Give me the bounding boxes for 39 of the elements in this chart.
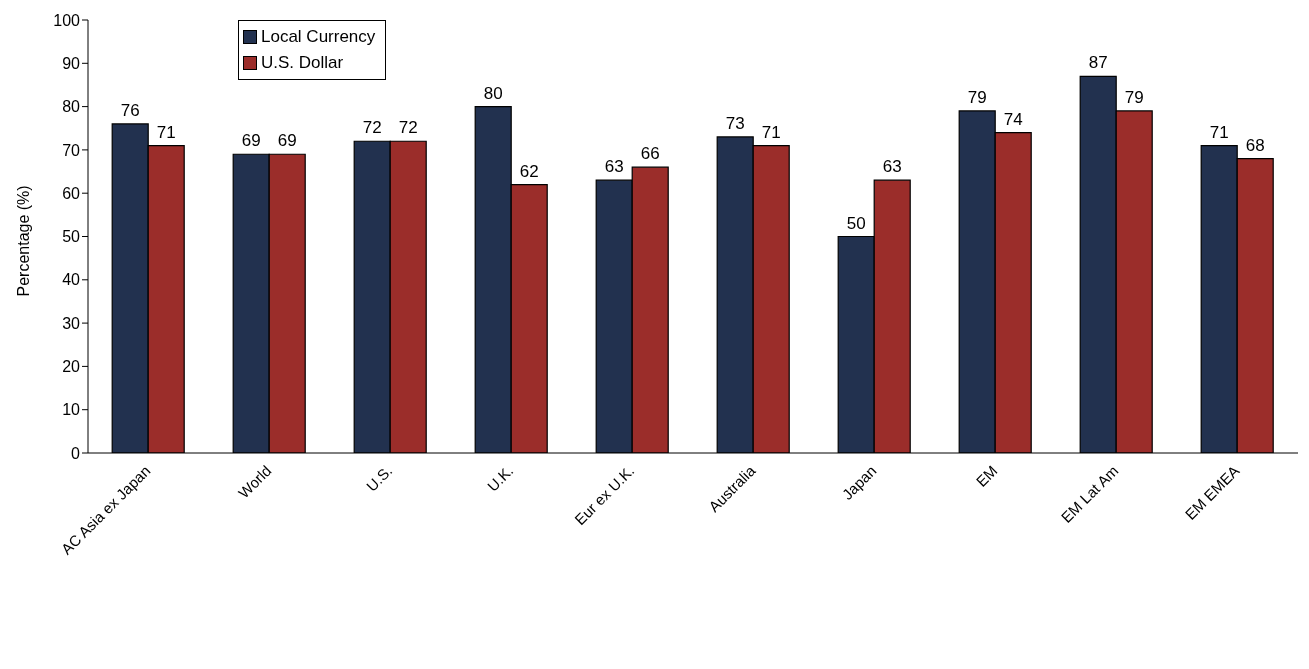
data-label: 63 xyxy=(604,157,624,177)
data-label: 79 xyxy=(967,87,987,107)
y-tick-label: 50 xyxy=(62,228,81,246)
data-label: 69 xyxy=(277,131,297,151)
data-label: 73 xyxy=(725,113,745,133)
y-tick-label: 90 xyxy=(62,54,81,72)
y-tick-label: 100 xyxy=(53,11,81,29)
x-tick-label: EM Lat Am xyxy=(1057,461,1122,526)
y-tick-label: 60 xyxy=(62,184,81,202)
y-axis-title: Percentage (%) xyxy=(14,185,32,297)
data-label: 68 xyxy=(1245,135,1265,155)
legend-label: Local Currency xyxy=(261,26,376,48)
data-label: 87 xyxy=(1088,53,1108,73)
data-label: 71 xyxy=(761,122,781,142)
data-label: 79 xyxy=(1124,87,1144,107)
data-label: 71 xyxy=(1209,122,1229,142)
data-label: 62 xyxy=(519,161,539,181)
x-tick-label: U.K. xyxy=(483,461,517,495)
y-tick-label: 10 xyxy=(62,401,81,419)
y-tick-label: 40 xyxy=(62,271,81,289)
y-tick-label: 0 xyxy=(71,444,81,462)
data-label: 76 xyxy=(120,100,140,120)
data-label: 80 xyxy=(483,83,503,103)
data-label: 71 xyxy=(156,122,176,142)
y-tick-label: 20 xyxy=(62,358,81,376)
data-label: 50 xyxy=(846,213,866,233)
data-label: 72 xyxy=(398,118,418,138)
data-label: 69 xyxy=(241,131,261,151)
data-label: 66 xyxy=(640,144,660,164)
y-tick-label: 70 xyxy=(62,141,81,159)
data-label: 72 xyxy=(362,118,382,138)
x-tick-label: EM xyxy=(972,461,1001,490)
data-label: 63 xyxy=(882,157,902,177)
y-tick-label: 80 xyxy=(62,98,81,116)
data-label: 74 xyxy=(1003,109,1023,129)
x-tick-label: U.S. xyxy=(362,461,396,495)
y-tick-label: 30 xyxy=(62,314,81,332)
legend-label: U.S. Dollar xyxy=(261,52,344,74)
x-tick-label: Eur ex U.K. xyxy=(571,461,638,529)
